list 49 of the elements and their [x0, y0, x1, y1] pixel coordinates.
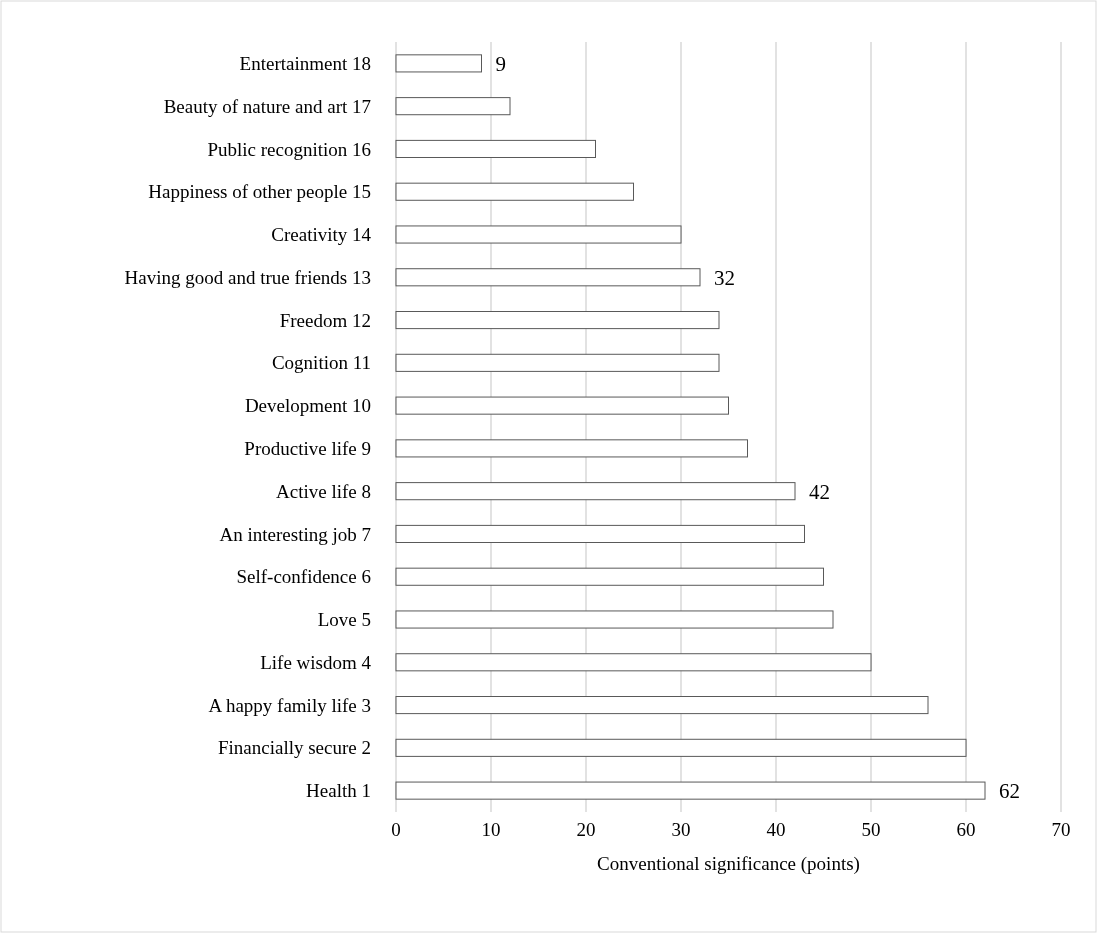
y-tick-label: Public recognition 16: [207, 138, 371, 160]
y-tick-label: Freedom 12: [279, 309, 371, 331]
bar: [395, 182, 634, 201]
y-tick-label: Development 10: [244, 395, 371, 417]
bar: [395, 567, 824, 586]
y-tick-label: Happiness of other people 15: [148, 181, 371, 203]
y-tick-label: Creativity 14: [271, 224, 372, 246]
y-tick-label: Self-confidence 6: [236, 566, 371, 588]
bar: [395, 524, 805, 543]
y-tick-label: Beauty of nature and art 17: [163, 95, 371, 117]
bar: [395, 781, 986, 800]
bar: [395, 139, 596, 158]
bar: [395, 610, 834, 629]
bar: [395, 482, 796, 501]
data-label: 32: [714, 265, 735, 290]
x-axis-title: Conventional significance (points): [597, 853, 860, 875]
bar: [395, 653, 872, 672]
y-tick-label: Love 5: [317, 609, 371, 631]
x-tick-label: 20: [576, 819, 596, 840]
x-tick-label: 60: [956, 819, 976, 840]
y-tick-label: Financially secure 2: [217, 737, 371, 759]
y-tick-label: Cognition 11: [271, 352, 371, 374]
y-tick-label: Productive life 9: [244, 438, 371, 460]
bar: [395, 738, 967, 757]
bar: [395, 54, 482, 73]
data-label: 42: [809, 479, 830, 504]
y-tick-label: A happy family life 3: [208, 694, 371, 716]
bar: [395, 439, 748, 458]
data-label: 9: [495, 51, 506, 76]
x-tick-label: 70: [1051, 819, 1071, 840]
bar: [395, 353, 720, 372]
x-tick-label: 40: [766, 819, 786, 840]
y-tick-label: Life wisdom 4: [260, 651, 372, 673]
x-tick-label: 0: [391, 819, 401, 840]
x-tick-label: 30: [671, 819, 691, 840]
data-label: 62: [999, 778, 1020, 803]
bar: [395, 311, 720, 330]
bar: [395, 696, 929, 715]
y-tick-label: An interesting job 7: [219, 523, 371, 545]
bar: [395, 268, 701, 287]
y-tick-label: Having good and true friends 13: [124, 266, 371, 288]
y-tick-label: Health 1: [306, 780, 371, 802]
bar: [395, 97, 511, 116]
x-tick-label: 50: [861, 819, 881, 840]
y-tick-label: Active life 8: [276, 480, 371, 502]
x-tick-label: 10: [481, 819, 501, 840]
bar: [395, 225, 682, 244]
bar: [395, 396, 729, 415]
y-tick-label: Entertainment 18: [239, 53, 371, 75]
